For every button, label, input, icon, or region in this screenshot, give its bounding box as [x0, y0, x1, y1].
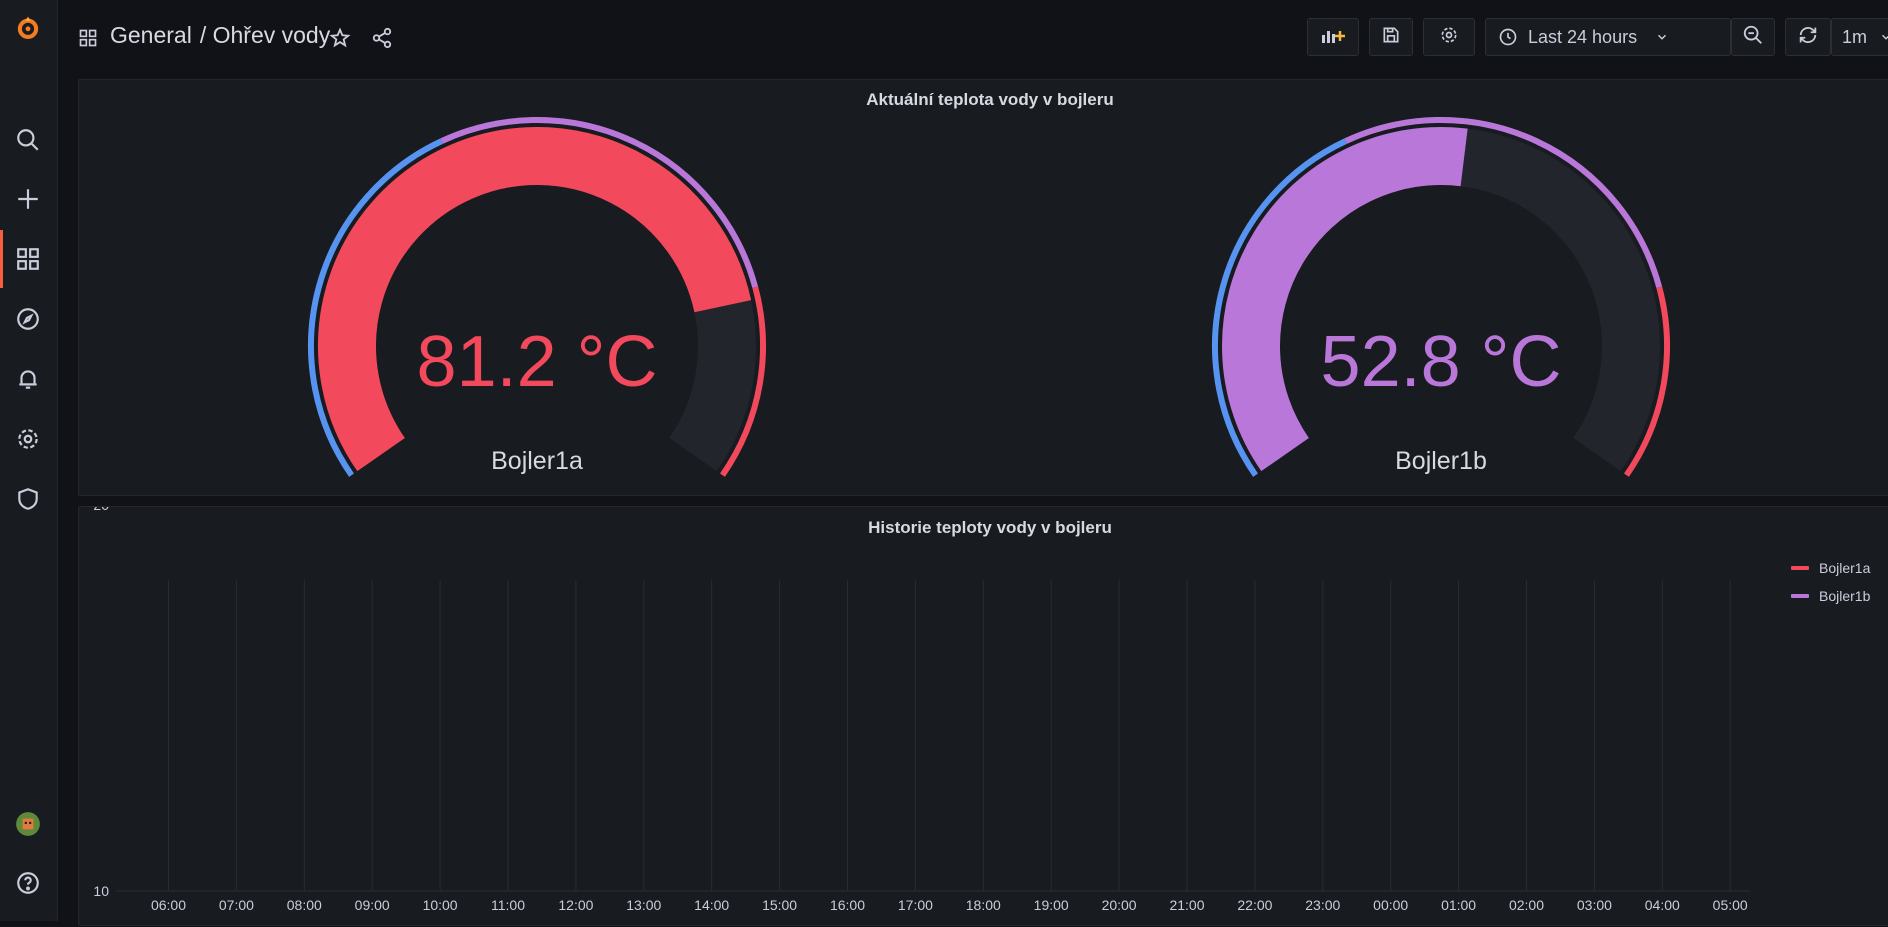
- x-tick-label: 05:00: [1713, 897, 1748, 913]
- dashboards-icon[interactable]: [13, 244, 43, 274]
- x-tick-label: 10:00: [423, 897, 458, 913]
- x-tick-label: 02:00: [1509, 897, 1544, 913]
- gauge-threshold-mid: [440, 117, 759, 288]
- graph-panel: Historie teploty vody v bojleru 10203040…: [78, 506, 1888, 926]
- gauge-threshold-mid: [1344, 116, 1663, 288]
- top-navbar: General / Ohřev vody Last 24 hours: [58, 0, 1888, 76]
- y-tick-label: 10: [93, 883, 109, 899]
- chevron-down-icon: [1655, 30, 1669, 44]
- x-tick-label: 04:00: [1645, 897, 1680, 913]
- x-tick-label: 17:00: [898, 897, 933, 913]
- y-tick-label: 20: [93, 507, 109, 513]
- x-tick-label: 09:00: [355, 897, 390, 913]
- plus-icon[interactable]: [13, 184, 43, 214]
- gauge-threshold-high: [1623, 286, 1670, 477]
- gear-icon[interactable]: [13, 424, 43, 454]
- gauge-label: Bojler1b: [1395, 447, 1487, 475]
- x-tick-label: 01:00: [1441, 897, 1476, 913]
- x-tick-label: 21:00: [1169, 897, 1204, 913]
- breadcrumb-dashboard-title[interactable]: / Ohřev vody: [199, 22, 331, 48]
- refresh-interval-picker[interactable]: 1m: [1831, 18, 1888, 56]
- x-tick-label: 06:00: [151, 897, 186, 913]
- breadcrumb-folder[interactable]: General: [110, 22, 192, 48]
- x-tick-label: 20:00: [1102, 897, 1137, 913]
- dashboard-grid-icon: [78, 28, 98, 48]
- legend-item-bojler1b[interactable]: Bojler1b: [1819, 588, 1871, 604]
- legend-swatch: [1791, 566, 1809, 570]
- x-tick-label: 14:00: [694, 897, 729, 913]
- refresh-icon: [1797, 24, 1819, 51]
- sidebar-active-indicator: [0, 230, 3, 288]
- legend-item-bojler1a[interactable]: Bojler1a: [1819, 560, 1871, 576]
- gauge-value: 81.2 °C: [417, 322, 658, 402]
- search-icon[interactable]: [13, 125, 43, 155]
- gauge-panel: Aktuální teplota vody v bojleru 81.2 °C B…: [78, 79, 1888, 496]
- gauge-label: Bojler1a: [491, 447, 583, 475]
- x-tick-label: 08:00: [287, 897, 322, 913]
- x-tick-label: 19:00: [1034, 897, 1069, 913]
- breadcrumb: General / Ohřev vody: [110, 22, 338, 49]
- add-panel-button[interactable]: [1307, 18, 1359, 56]
- graph-panel-title[interactable]: Historie teploty vody v bojleru: [868, 518, 1112, 537]
- zoom-out-button[interactable]: [1731, 18, 1775, 56]
- avatar[interactable]: [13, 809, 43, 839]
- refresh-interval-label: 1m: [1842, 26, 1868, 47]
- settings-icon: [1439, 25, 1459, 50]
- x-tick-label: 11:00: [491, 897, 525, 913]
- time-range-label: Last 24 hours: [1528, 26, 1638, 47]
- zoom-out-icon: [1742, 24, 1764, 51]
- x-tick-label: 22:00: [1237, 897, 1272, 913]
- help-icon[interactable]: [13, 868, 43, 898]
- gauge-threshold-high: [719, 286, 766, 477]
- chevron-down-icon: [1879, 30, 1888, 44]
- share-icon[interactable]: [371, 27, 393, 49]
- legend-swatch: [1791, 594, 1809, 598]
- sidebar: [0, 0, 58, 921]
- x-tick-label: 18:00: [966, 897, 1001, 913]
- shield-icon[interactable]: [13, 484, 43, 514]
- gauge-value-bar: [318, 127, 752, 472]
- dashboard-settings-button[interactable]: [1423, 18, 1475, 56]
- x-tick-label: 16:00: [830, 897, 865, 913]
- add-panel-icon: [1319, 25, 1347, 50]
- x-tick-label: 12:00: [558, 897, 593, 913]
- x-tick-label: 07:00: [219, 897, 254, 913]
- refresh-button[interactable]: [1785, 18, 1831, 56]
- gauge-value: 52.8 °C: [1321, 322, 1562, 402]
- x-tick-label: 03:00: [1577, 897, 1612, 913]
- gauge-threshold-low: [308, 138, 443, 477]
- time-range-picker[interactable]: Last 24 hours: [1485, 18, 1731, 56]
- alerting-icon[interactable]: [13, 364, 43, 394]
- star-icon[interactable]: [329, 27, 351, 49]
- x-tick-label: 15:00: [762, 897, 797, 913]
- gauge-panel-title[interactable]: Aktuální teplota vody v bojleru: [866, 90, 1114, 109]
- save-icon: [1381, 25, 1401, 50]
- time-series-chart[interactable]: 10203040506070809006:0007:0008:0009:0010…: [79, 507, 1888, 927]
- clock-icon: [1498, 27, 1518, 47]
- save-dashboard-button[interactable]: [1369, 18, 1413, 56]
- gauge-value-bar: [1222, 127, 1468, 472]
- gauge-threshold-low: [1212, 138, 1347, 477]
- explore-icon[interactable]: [13, 304, 43, 334]
- x-tick-label: 23:00: [1305, 897, 1340, 913]
- x-tick-label: 13:00: [626, 897, 661, 913]
- grafana-logo-icon[interactable]: [13, 13, 43, 43]
- x-tick-label: 00:00: [1373, 897, 1408, 913]
- gauges-svg: 81.2 °C Bojler1a 52.8 °C Bojler1b: [308, 116, 1670, 477]
